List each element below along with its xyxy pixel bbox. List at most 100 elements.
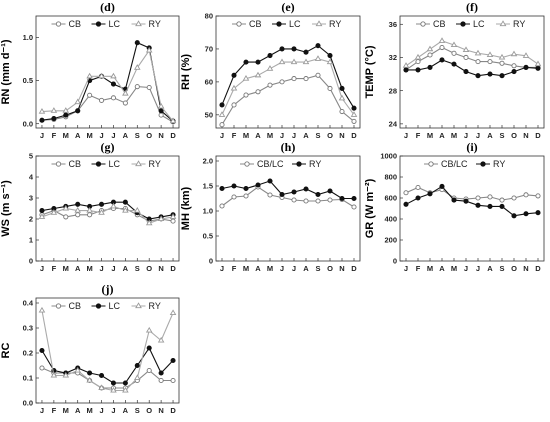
plot-frame — [215, 155, 361, 262]
data-point — [122, 89, 129, 96]
legend-marker — [55, 21, 62, 27]
x-tick-label: D — [351, 264, 357, 273]
data-point — [439, 44, 445, 51]
x-tick-label: J — [220, 264, 224, 273]
data-point — [158, 112, 164, 118]
legend-marker — [55, 303, 62, 309]
data-point — [98, 209, 105, 215]
legend-label: RY — [329, 19, 341, 29]
x-tick-label: J — [280, 264, 284, 273]
data-point — [278, 58, 286, 65]
data-point — [62, 204, 70, 211]
y-axis-label: RC — [0, 343, 12, 359]
x-tick-label: J — [40, 264, 44, 273]
y-tick-label: 0.5 — [23, 76, 33, 85]
x-tick-label: J — [464, 264, 468, 273]
data-point — [39, 347, 45, 354]
data-point — [87, 370, 93, 376]
series-line-ry — [41, 310, 174, 392]
data-point — [403, 67, 409, 73]
data-point — [39, 208, 45, 214]
legend-label: RY — [149, 159, 161, 169]
x-tick-label: M — [87, 131, 93, 140]
data-point — [463, 198, 469, 204]
y-tick-label: 36 — [389, 20, 397, 29]
data-point — [170, 357, 176, 364]
y-tick-label: 3 — [29, 194, 33, 203]
data-point — [487, 194, 493, 200]
data-point — [403, 201, 409, 207]
data-point — [486, 51, 494, 58]
legend-marker — [480, 161, 486, 167]
plot-frame — [35, 155, 180, 262]
data-point — [439, 57, 445, 63]
y-tick-label: 50 — [205, 110, 213, 119]
data-point — [219, 203, 225, 209]
data-point — [75, 108, 81, 114]
x-tick-label: S — [135, 131, 140, 140]
legend-marker — [244, 161, 250, 167]
data-point — [122, 199, 128, 205]
data-point — [267, 52, 273, 59]
x-tick-label: O — [146, 131, 152, 140]
data-point — [38, 306, 46, 313]
x-tick-label: D — [535, 264, 541, 273]
x-tick-label: N — [158, 406, 163, 415]
x-tick-label: N — [339, 264, 344, 273]
legend-marker — [135, 160, 142, 167]
data-point — [427, 52, 433, 58]
x-tick-label: J — [111, 406, 115, 415]
x-tick-label: F — [52, 264, 57, 273]
x-tick-label: S — [315, 131, 320, 140]
data-point — [86, 72, 93, 79]
x-tick-label: O — [146, 406, 152, 415]
x-tick-label: M — [451, 264, 457, 273]
data-point — [291, 197, 297, 203]
data-point — [231, 102, 237, 108]
x-tick-label: N — [158, 264, 163, 273]
data-point — [231, 194, 237, 200]
legend-marker — [428, 161, 434, 167]
y-tick-label: 2.0 — [203, 157, 213, 166]
legend-label: LC — [109, 159, 121, 169]
data-point — [134, 84, 140, 90]
y-tick-label: 400 — [384, 215, 397, 224]
y-tick-label: 0 — [393, 257, 397, 266]
data-point — [255, 89, 261, 95]
x-tick-label: M — [451, 131, 457, 140]
x-tick-label: O — [511, 131, 517, 140]
panel-title: (h) — [281, 140, 296, 154]
data-point — [499, 73, 505, 79]
legend-label: CB/LC — [441, 159, 468, 169]
x-tick-label: D — [170, 406, 176, 415]
x-tick-label: O — [146, 264, 152, 273]
legend-label: RY — [493, 159, 505, 169]
data-point — [74, 366, 81, 373]
data-point — [87, 212, 93, 218]
legend-label: CB — [69, 159, 82, 169]
x-tick-label: J — [220, 131, 224, 140]
x-tick-label: O — [511, 264, 517, 273]
x-tick-label: J — [40, 131, 44, 140]
data-point — [134, 40, 140, 46]
data-point — [402, 62, 410, 68]
data-point — [475, 202, 481, 208]
data-point — [158, 370, 164, 376]
legend-label: CB — [249, 19, 262, 29]
y-axis-label: MH (km) — [180, 186, 192, 230]
x-tick-label: S — [135, 406, 140, 415]
data-point — [339, 195, 345, 202]
y-tick-label: 24 — [389, 119, 398, 128]
data-point — [426, 45, 434, 52]
x-tick-label: M — [87, 406, 93, 415]
x-tick-label: F — [416, 264, 421, 273]
data-point — [62, 107, 70, 113]
x-tick-label: F — [232, 131, 237, 140]
y-axis-label: TEMP (°C) — [364, 45, 376, 98]
x-tick-label: M — [267, 264, 273, 273]
data-point — [219, 185, 225, 192]
x-tick-label: J — [404, 264, 408, 273]
panel-title: (g) — [101, 140, 115, 154]
x-tick-label: S — [315, 264, 320, 273]
